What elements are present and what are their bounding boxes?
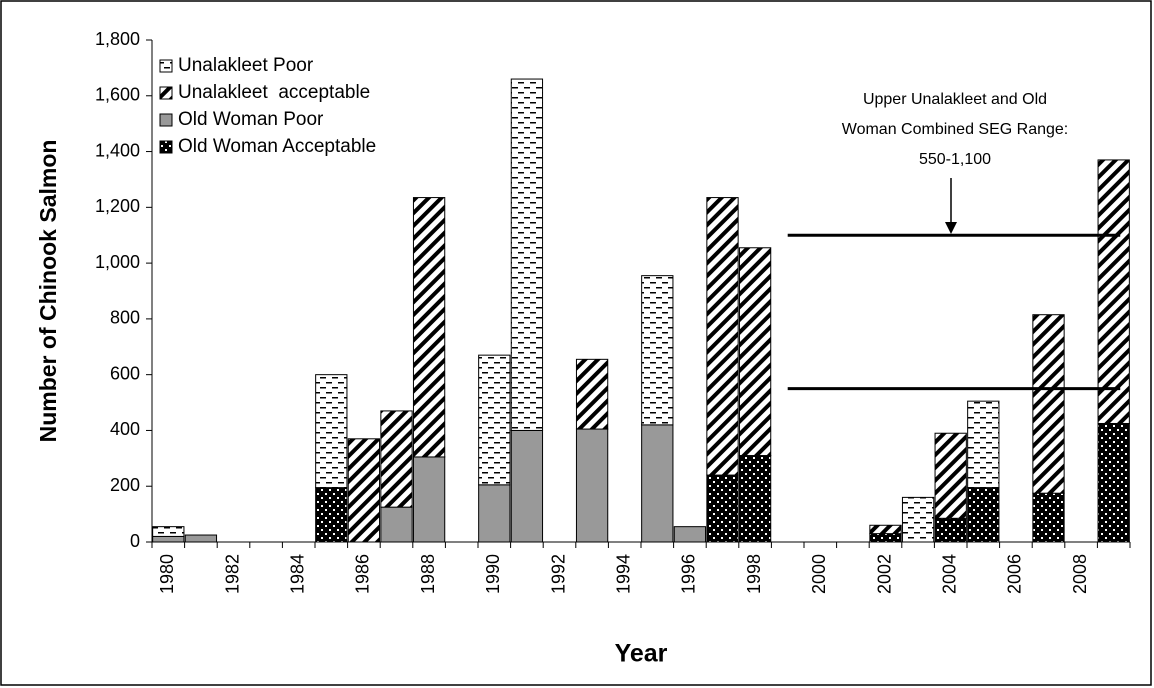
y-tick-label: 1,200	[95, 196, 140, 216]
x-tick-label: 2006	[1005, 554, 1025, 594]
y-tick-label: 400	[110, 419, 140, 439]
legend-swatch	[159, 86, 173, 100]
x-tick-label: 1992	[548, 554, 568, 594]
annotation-arrowhead	[945, 222, 957, 234]
y-tick-label: 800	[110, 308, 140, 328]
bar-segment	[934, 517, 967, 543]
x-tick-label: 1980	[157, 554, 177, 594]
y-tick-label: 200	[110, 475, 140, 495]
x-tick-label: 1988	[418, 554, 438, 594]
bar-segment	[706, 474, 739, 543]
bar-segment	[641, 424, 674, 543]
x-tick-label: 2002	[874, 554, 894, 594]
bar-segment	[641, 275, 674, 426]
legend-swatch	[159, 59, 173, 73]
bar-segment	[869, 533, 902, 543]
x-tick-label: 1982	[222, 554, 242, 594]
annotation: Upper Unalakleet and Old	[863, 91, 1047, 108]
legend-swatch	[159, 140, 173, 154]
x-tick-label: 1984	[287, 554, 307, 594]
bar-segment	[315, 487, 348, 543]
bar-segment	[152, 535, 185, 543]
bar-segment	[315, 374, 348, 489]
bar-segment	[1032, 314, 1065, 494]
x-tick-label: 1986	[353, 554, 373, 594]
bar-segment	[380, 506, 413, 543]
bar-segment	[738, 455, 772, 543]
bar-segment	[380, 410, 413, 508]
x-tick-label: 1996	[679, 554, 699, 594]
bar-segment	[575, 428, 609, 543]
bar-segment	[967, 400, 1000, 489]
legend-label: Old Woman Acceptable	[178, 136, 376, 157]
annotation: Woman Combined SEG Range:	[842, 121, 1068, 138]
y-tick-label: 600	[110, 363, 140, 383]
bar-segment	[1097, 422, 1130, 543]
bar-segment	[184, 534, 218, 543]
bar-segment	[152, 526, 185, 537]
bar-segment	[869, 524, 902, 535]
bar-segment	[738, 247, 772, 457]
y-tick-label: 1,400	[95, 140, 140, 160]
legend-label: Unalakleet Poor	[178, 55, 314, 76]
bar-segment	[1097, 159, 1130, 424]
x-tick-label: 2008	[1070, 554, 1090, 594]
bar-segment	[478, 354, 511, 486]
bar-segment	[1032, 492, 1065, 543]
legend-label: Unalakleet acceptable	[178, 82, 370, 103]
x-tick-label: 1994	[613, 554, 633, 594]
y-tick-label: 1,800	[95, 29, 140, 49]
bar-segment	[510, 78, 544, 431]
bar-segment	[510, 429, 544, 543]
bar-segment	[967, 487, 1000, 543]
bar-segment	[347, 438, 381, 543]
bar-segment	[478, 484, 511, 543]
x-tick-label: 1990	[483, 554, 503, 594]
bar-segment	[673, 526, 707, 543]
bar-segment	[412, 456, 446, 543]
x-axis-label: Year	[615, 640, 668, 668]
x-tick-label: 2004	[939, 554, 959, 594]
y-tick-label: 1,600	[95, 85, 140, 105]
bar-segment	[901, 496, 935, 543]
bar-segment	[706, 197, 739, 476]
x-tick-label: 1998	[744, 554, 764, 594]
bar-segment	[412, 197, 446, 458]
x-tick-label: 2000	[809, 554, 829, 594]
bar-segment	[934, 432, 967, 519]
annotation: 550-1,100	[919, 151, 991, 168]
legend-swatch	[159, 113, 173, 127]
legend-label: Old Woman Poor	[178, 109, 324, 130]
y-tick-label: 0	[130, 531, 140, 551]
y-axis-label: Number of Chinook Salmon	[35, 140, 61, 443]
bar-segment	[575, 358, 609, 430]
y-tick-label: 1,000	[95, 252, 140, 272]
